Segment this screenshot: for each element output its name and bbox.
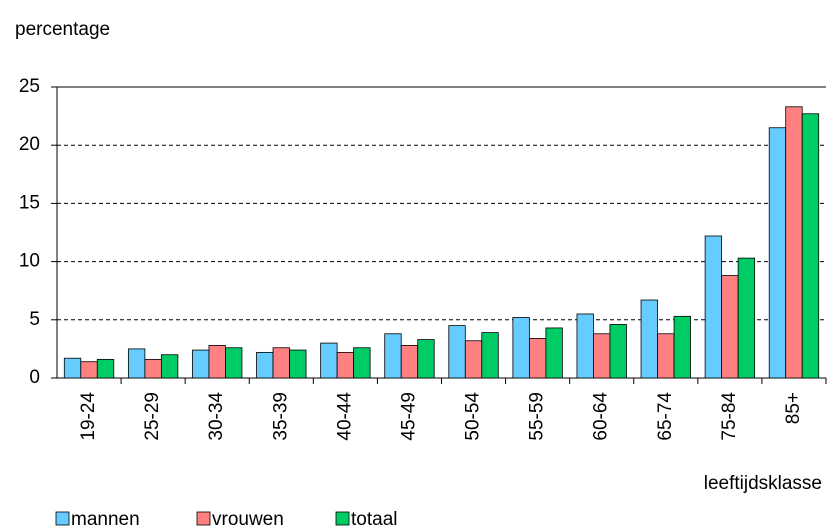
bar bbox=[545, 327, 563, 379]
x-tick-label: 85+ bbox=[783, 392, 804, 424]
bar bbox=[464, 340, 483, 379]
bar bbox=[289, 349, 307, 379]
bar bbox=[593, 333, 611, 379]
y-tick-label: 0 bbox=[29, 367, 40, 388]
bar bbox=[80, 361, 98, 379]
bar bbox=[609, 324, 627, 379]
bar bbox=[160, 354, 179, 379]
bar bbox=[481, 332, 499, 379]
bar bbox=[417, 339, 435, 379]
x-tick-label: 19-24 bbox=[78, 392, 99, 441]
bar bbox=[704, 235, 723, 379]
legend-swatch bbox=[335, 511, 350, 526]
bar bbox=[448, 325, 466, 379]
bar bbox=[768, 127, 787, 379]
bar bbox=[657, 333, 675, 379]
y-tick-label: 5 bbox=[29, 309, 40, 330]
legend-label: totaal bbox=[351, 509, 397, 530]
bar bbox=[801, 113, 820, 379]
bar bbox=[96, 358, 115, 379]
bar bbox=[225, 347, 243, 379]
bar bbox=[384, 333, 402, 379]
x-tick-label: 60-64 bbox=[591, 392, 612, 441]
x-tick-label: 35-39 bbox=[270, 392, 291, 441]
bar bbox=[208, 345, 226, 379]
legend-label: vrouwen bbox=[212, 509, 284, 530]
bar bbox=[320, 342, 338, 379]
bar bbox=[272, 347, 290, 379]
legend-label: mannen bbox=[71, 509, 140, 530]
x-tick-label: 25-29 bbox=[142, 392, 163, 441]
bar bbox=[400, 345, 419, 379]
bar bbox=[144, 358, 162, 379]
x-tick-label: 50-54 bbox=[463, 392, 484, 441]
bar bbox=[673, 315, 691, 379]
bar bbox=[336, 351, 355, 379]
x-tick-label: 55-59 bbox=[527, 392, 548, 441]
y-tick-label: 20 bbox=[19, 134, 40, 155]
bar bbox=[640, 299, 658, 379]
y-tick-label: 25 bbox=[19, 76, 40, 97]
y-tick-label: 10 bbox=[19, 251, 40, 272]
bar bbox=[576, 313, 594, 379]
x-tick-label: 30-34 bbox=[206, 392, 227, 441]
bar bbox=[127, 348, 146, 379]
bar bbox=[256, 351, 274, 379]
x-tick-label: 40-44 bbox=[334, 392, 355, 441]
legend-swatch bbox=[55, 511, 70, 526]
x-axis-label: leeftijdsklasse bbox=[704, 473, 822, 494]
y-tick-label: 15 bbox=[19, 192, 40, 213]
legend-swatch bbox=[196, 511, 211, 526]
bar bbox=[192, 349, 210, 379]
x-tick-label: 75-84 bbox=[719, 392, 740, 441]
x-tick-label: 45-49 bbox=[398, 392, 419, 441]
bar bbox=[512, 317, 530, 379]
y-axis-label: percentage bbox=[15, 19, 110, 40]
x-tick-label: 65-74 bbox=[655, 392, 676, 441]
bar bbox=[737, 257, 756, 379]
bar bbox=[528, 338, 547, 379]
bar bbox=[353, 347, 371, 379]
bar bbox=[721, 275, 739, 379]
bar bbox=[63, 357, 82, 379]
bar bbox=[785, 106, 803, 379]
